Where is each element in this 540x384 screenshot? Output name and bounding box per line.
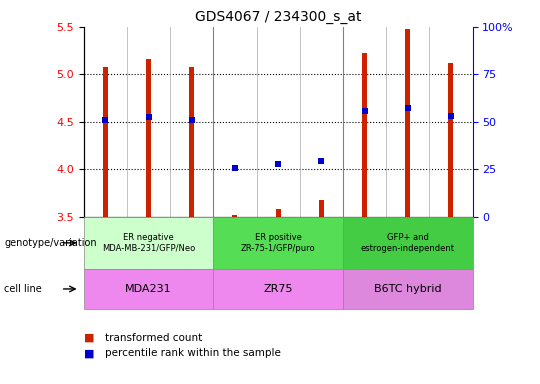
Text: ■: ■	[84, 348, 94, 358]
Bar	[362, 53, 367, 217]
Text: ZR75: ZR75	[264, 284, 293, 294]
Text: cell line: cell line	[4, 284, 42, 294]
Bar	[146, 59, 151, 217]
Text: ER positive
ZR-75-1/GFP/puro: ER positive ZR-75-1/GFP/puro	[241, 233, 315, 253]
Bar	[232, 215, 238, 217]
Text: transformed count: transformed count	[105, 333, 202, 343]
Bar	[448, 63, 454, 217]
Text: ER negative
MDA-MB-231/GFP/Neo: ER negative MDA-MB-231/GFP/Neo	[102, 233, 195, 253]
Bar	[103, 67, 108, 217]
Text: ■: ■	[84, 333, 94, 343]
Bar	[405, 29, 410, 217]
Bar	[275, 209, 281, 217]
Text: percentile rank within the sample: percentile rank within the sample	[105, 348, 281, 358]
Text: genotype/variation: genotype/variation	[4, 238, 97, 248]
Bar	[189, 67, 194, 217]
Text: MDA231: MDA231	[125, 284, 172, 294]
Bar	[319, 200, 324, 217]
Title: GDS4067 / 234300_s_at: GDS4067 / 234300_s_at	[195, 10, 361, 25]
Text: B6TC hybrid: B6TC hybrid	[374, 284, 442, 294]
Text: GFP+ and
estrogen-independent: GFP+ and estrogen-independent	[361, 233, 455, 253]
